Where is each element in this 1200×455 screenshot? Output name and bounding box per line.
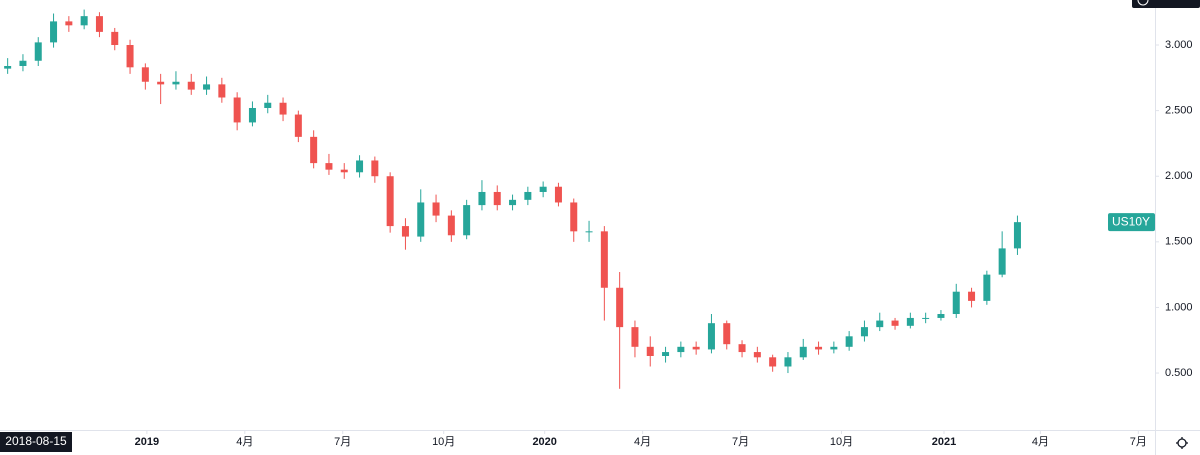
- x-tick-label: 7月: [732, 436, 749, 448]
- x-tick-label: 2021: [932, 436, 956, 448]
- candle-body: [463, 205, 471, 236]
- candle-body: [126, 45, 134, 68]
- candle-body: [493, 191, 501, 206]
- x-tick-label: 10月: [432, 436, 455, 448]
- candle-body: [264, 102, 272, 108]
- x-tick-label: 7月: [334, 436, 351, 448]
- candle-body: [509, 199, 517, 206]
- y-tick-label: 3.000: [1165, 39, 1193, 51]
- symbol-label: US10Y: [1112, 214, 1150, 228]
- x-tick-label: 2019: [135, 436, 159, 448]
- candle-body: [478, 191, 486, 206]
- candle-body: [631, 327, 639, 347]
- x-tick-label: 4月: [236, 436, 253, 448]
- candle-body: [417, 202, 425, 237]
- candle-body: [600, 231, 608, 288]
- y-tick-label: 2.500: [1165, 105, 1193, 117]
- candle-body: [723, 323, 731, 345]
- candle-body: [279, 102, 287, 115]
- candle-body: [310, 136, 318, 164]
- symbol-badge: [1108, 213, 1155, 232]
- candle-body: [50, 21, 58, 43]
- candle-body: [34, 42, 42, 61]
- candle-body: [187, 81, 195, 90]
- candle-body: [753, 352, 761, 358]
- candle-body: [784, 357, 792, 367]
- x-tick-label: 4月: [634, 436, 651, 448]
- candle-body: [172, 81, 180, 85]
- candle-body: [738, 344, 746, 353]
- settings-icon[interactable]: [1176, 437, 1188, 449]
- candle-body: [157, 81, 165, 85]
- candle-body: [203, 84, 211, 90]
- crosshair-date-badge: [0, 432, 72, 452]
- candles: [4, 9, 1021, 389]
- candle-body: [340, 169, 348, 173]
- candle-body: [952, 291, 960, 315]
- candle-body: [646, 346, 654, 356]
- candle-body: [692, 346, 700, 350]
- crosshair-date: 2018-08-15: [5, 434, 67, 448]
- candle-body: [294, 114, 302, 137]
- candle-body: [998, 248, 1006, 275]
- x-tick-label: 2020: [532, 436, 556, 448]
- candle-body: [524, 191, 532, 200]
- candle-body: [401, 226, 409, 237]
- candle-body: [876, 320, 884, 328]
- candle-body: [983, 274, 991, 301]
- info-icon[interactable]: [1137, 0, 1149, 6]
- candle-body: [356, 160, 364, 173]
- y-tick-label: 0.500: [1165, 367, 1193, 379]
- candle-body: [937, 314, 945, 318]
- x-tick-label: 4月: [1032, 436, 1049, 448]
- candle-body: [585, 231, 593, 233]
- candle-body: [248, 107, 256, 123]
- candle-body: [539, 186, 547, 192]
- candle-body: [432, 202, 440, 216]
- candle-body: [1013, 222, 1021, 249]
- candle-body: [922, 317, 930, 319]
- x-tick-label: 10月: [830, 436, 853, 448]
- candle-body: [677, 346, 685, 353]
- candle-body: [65, 21, 73, 26]
- candle-body: [799, 346, 807, 358]
- candle-body: [554, 186, 562, 203]
- candle-body: [707, 323, 715, 350]
- candle-body: [325, 163, 333, 170]
- candle-body: [891, 320, 899, 326]
- candle-body: [662, 352, 670, 356]
- candle-body: [386, 176, 394, 227]
- candle-body: [233, 97, 241, 123]
- y-tick-label: 1.500: [1165, 236, 1193, 248]
- candle-body: [4, 66, 12, 69]
- candle-body: [141, 67, 149, 82]
- y-tick-label: 2.000: [1165, 170, 1193, 182]
- candle-body: [80, 16, 88, 26]
- candle-body: [19, 60, 27, 67]
- candle-body: [111, 31, 119, 46]
- candle-body: [371, 160, 379, 177]
- candle-body: [906, 317, 914, 326]
- candle-body: [95, 16, 103, 32]
- candle-body: [860, 327, 868, 337]
- candle-body: [830, 346, 838, 350]
- candle-body: [845, 336, 853, 347]
- candle-body: [815, 346, 823, 350]
- candle-body: [769, 357, 777, 367]
- candle-body: [968, 291, 976, 301]
- candle-body: [616, 287, 624, 328]
- candle-body: [218, 84, 226, 98]
- price-badge: [1132, 0, 1200, 8]
- candle-body: [447, 215, 455, 236]
- x-tick-label: 7月: [1130, 436, 1147, 448]
- candle-body: [570, 202, 578, 232]
- y-tick-label: 1.000: [1165, 301, 1193, 313]
